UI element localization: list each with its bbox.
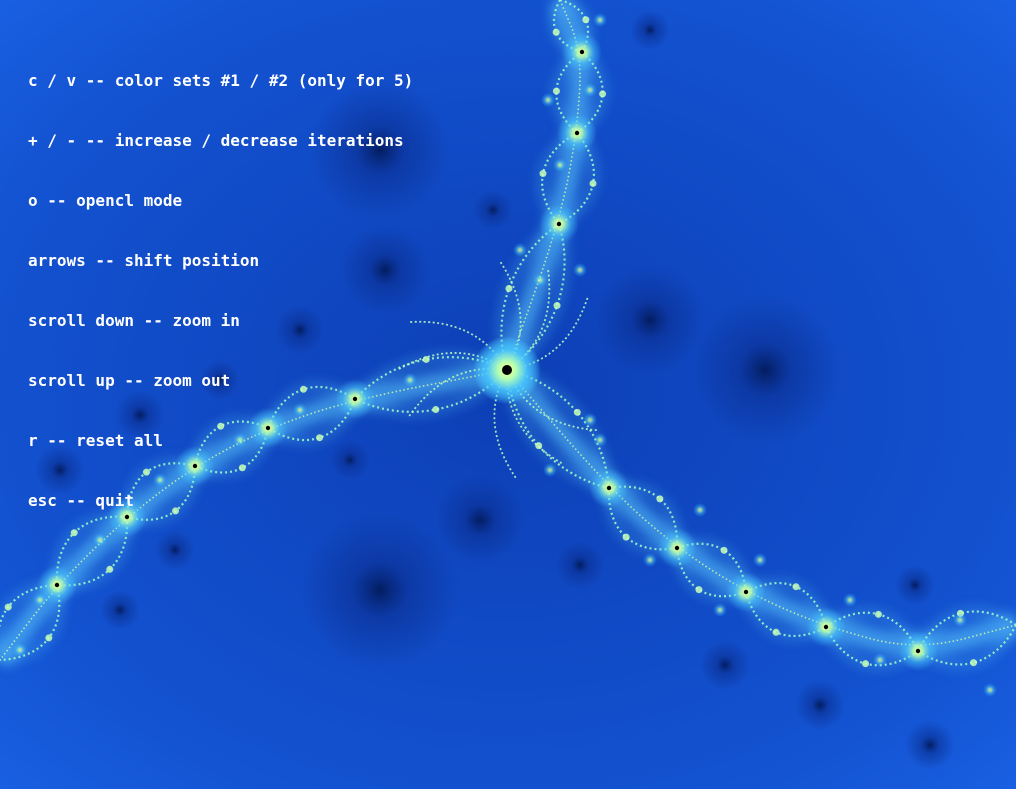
help-line-reset: r -- reset all — [28, 431, 163, 450]
help-line-quit: esc -- quit — [28, 491, 134, 510]
help-overlay: c / v -- color sets #1 / #2 (only for 5)… — [28, 31, 413, 531]
help-line-zoom-out: scroll up -- zoom out — [28, 371, 231, 390]
help-line-color-sets: c / v -- color sets #1 / #2 (only for 5) — [28, 71, 414, 90]
help-line-arrows: arrows -- shift position — [28, 251, 260, 270]
help-line-opencl: o -- opencl mode — [28, 191, 183, 210]
help-line-iterations: + / - -- increase / decrease iterations — [28, 131, 404, 150]
fractal-nodes — [4, 13, 997, 697]
help-line-zoom-in: scroll down -- zoom in — [28, 311, 240, 330]
fractal-dark-basins — [35, 10, 955, 770]
